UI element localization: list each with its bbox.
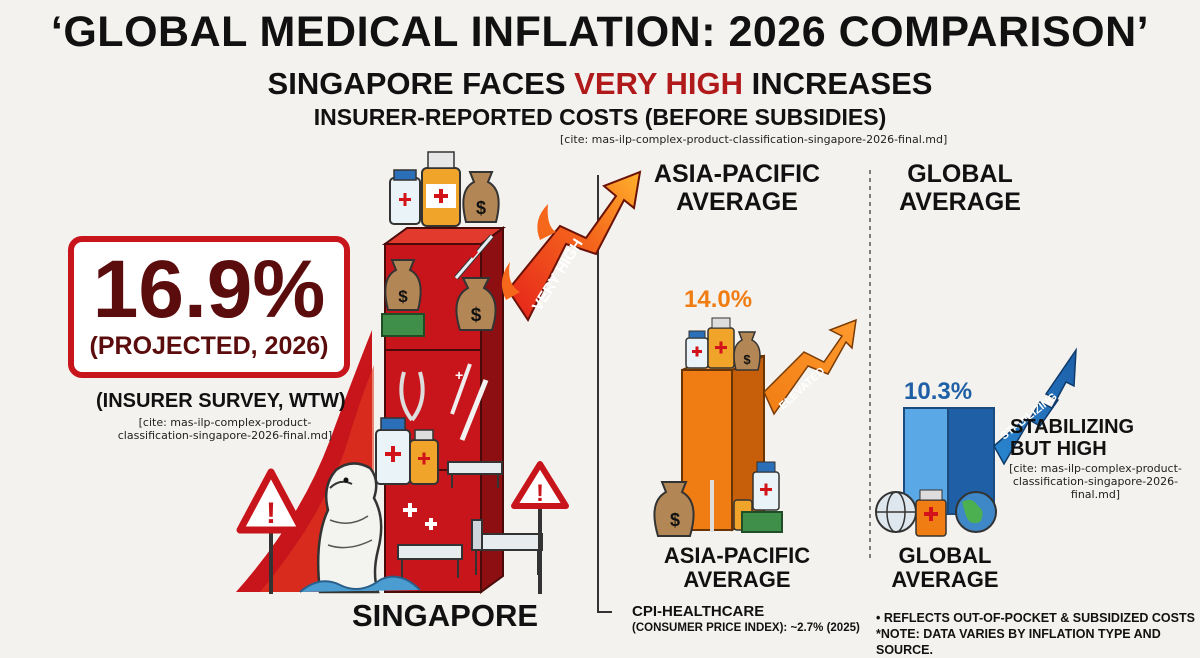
medicine-bottle-icon bbox=[389, 169, 421, 225]
merlion-icon bbox=[316, 462, 383, 594]
hospital-bed-icon bbox=[471, 519, 543, 575]
global-category-label: GLOBAL AVERAGE bbox=[891, 543, 999, 592]
globe-icon bbox=[955, 491, 997, 533]
global-heading-top: GLOBAL AVERAGE bbox=[899, 160, 1021, 216]
global-citation: [cite: mas-ilp-complex-product-classific… bbox=[1009, 462, 1182, 501]
singapore-citation: [cite: mas-ilp-complex-product-classific… bbox=[117, 416, 333, 442]
money-bag-icon: $ bbox=[462, 171, 500, 223]
global-illustration: STABILIZING bbox=[875, 347, 1077, 537]
singapore-value-card: 16.9% (PROJECTED, 2026) bbox=[68, 236, 350, 378]
money-bag-icon: $ bbox=[384, 259, 422, 311]
page-subtitle: SINGAPORE FACES VERY HIGH INCREASES bbox=[0, 66, 1200, 102]
subtitle-highlight: VERY HIGH bbox=[574, 66, 743, 101]
svg-text:$: $ bbox=[476, 198, 486, 218]
subtitle-pre: SINGAPORE FACES bbox=[267, 66, 575, 101]
trend-arrow-icon bbox=[501, 170, 642, 322]
global-value: 10.3% bbox=[904, 378, 973, 405]
warning-icon: ! bbox=[511, 461, 569, 594]
svg-text:$: $ bbox=[471, 305, 482, 326]
svg-text:$: $ bbox=[398, 287, 408, 306]
globe-icon bbox=[875, 491, 917, 533]
svg-text:!: ! bbox=[536, 480, 544, 507]
singapore-value: 16.9% bbox=[92, 244, 326, 335]
medicine-bottle-icon bbox=[375, 417, 439, 485]
medicine-bottle-icon bbox=[685, 317, 735, 369]
hospital-bed-icon bbox=[447, 461, 503, 488]
cash-stack-icon bbox=[381, 313, 425, 337]
warning-icon: ! bbox=[236, 468, 306, 594]
syringe-icon bbox=[454, 234, 494, 280]
svg-text:$: $ bbox=[670, 510, 680, 530]
subtitle-post: INCREASES bbox=[742, 66, 933, 101]
svg-text:$: $ bbox=[743, 352, 751, 367]
cash-stack-icon bbox=[741, 511, 783, 533]
money-bag-icon: $ bbox=[653, 481, 695, 537]
hospital-bed-icon bbox=[397, 544, 463, 578]
footnote-reflects: • REFLECTS OUT-OF-POCKET & SUBSIDIZED CO… bbox=[876, 611, 1195, 625]
apac-illustration: $ ELEVATED $ bbox=[653, 317, 857, 537]
svg-text:!: ! bbox=[266, 497, 276, 530]
cpi-title: CPI-HEALTHCARE bbox=[632, 603, 765, 620]
apac-value: 14.0% bbox=[684, 286, 753, 313]
singapore-projected-label: (PROJECTED, 2026) bbox=[89, 332, 329, 360]
cpi-detail: (CONSUMER PRICE INDEX): ~2.7% (2025) bbox=[632, 622, 860, 634]
citation-top: [cite: mas-ilp-complex-product-classific… bbox=[560, 133, 948, 146]
money-bag-icon: $ bbox=[733, 331, 761, 371]
singapore-source-label: (INSURER SURVEY, WTW) bbox=[96, 390, 346, 412]
trend-arrow-icon bbox=[763, 318, 857, 416]
money-bag-icon: $ bbox=[455, 277, 497, 331]
page-subtitle-secondary: INSURER-REPORTED COSTS (BEFORE SUBSIDIES… bbox=[313, 104, 887, 130]
page-title: ‘GLOBAL MEDICAL INFLATION: 2026 COMPARIS… bbox=[50, 8, 1150, 56]
footnote-data-varies: *NOTE: DATA VARIES BY INFLATION TYPE AND… bbox=[876, 627, 1161, 657]
cpi-connector bbox=[597, 595, 612, 613]
cpi-note: CPI-HEALTHCARE (CONSUMER PRICE INDEX): ~… bbox=[632, 604, 860, 636]
medicine-bottle-icon bbox=[421, 151, 461, 227]
apac-heading-top: ASIA-PACIFIC AVERAGE bbox=[653, 160, 821, 216]
svg-text:+: + bbox=[455, 367, 463, 383]
medicine-bottle-icon bbox=[915, 489, 947, 537]
global-note: STABILIZING BUT HIGH bbox=[1010, 416, 1135, 460]
footnotes: • REFLECTS OUT-OF-POCKET & SUBSIDIZED CO… bbox=[876, 610, 1200, 658]
water-waves bbox=[299, 575, 421, 593]
surgical-tools-icon: + bbox=[399, 363, 489, 441]
apac-category-label: ASIA-PACIFIC AVERAGE bbox=[663, 543, 811, 592]
singapore-category-label: SINGAPORE bbox=[352, 598, 539, 633]
trend-arrow-icon bbox=[993, 347, 1077, 466]
